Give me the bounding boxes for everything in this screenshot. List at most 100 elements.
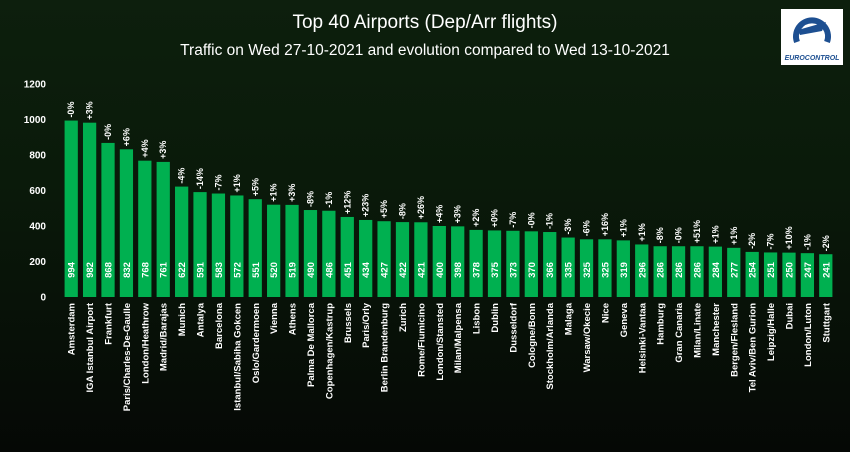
bar [782,252,796,298]
bar [377,221,391,297]
bar-change-label: +10% [784,226,794,249]
x-category-label: London/Heathrow [140,302,151,383]
bar-change-label: +12% [342,191,352,214]
bar [303,210,318,297]
y-axis: 0 200 400 600 800 1000 1200 [24,80,47,304]
x-category-label: Gran Canaria [674,302,685,362]
bar [211,193,226,297]
bar-value-label: 247 [803,262,814,278]
x-category-label: Hamburg [656,303,667,345]
bar [487,230,502,297]
bar-change-label: -1% [545,213,555,229]
bar-value-label: 994 [67,261,78,278]
bar-change-label: -2% [821,235,831,251]
bar-value-label: 286 [656,262,667,278]
bar-value-label: 366 [545,262,556,278]
bar [469,229,483,297]
x-category-label: Stockholm/Arlanda [545,302,556,389]
x-category-label: Munich [177,303,188,336]
bar [359,219,373,297]
bar-value-label: 241 [821,261,832,278]
bar-change-label: -3% [563,219,573,235]
bar-value-label: 370 [527,262,538,278]
bar-value-label: 520 [269,262,280,278]
bar-change-label: -1% [802,234,812,250]
bar-change-label: +1% [269,183,279,201]
x-category-label: Antalya [196,302,207,337]
x-category-label: Manchester [711,303,722,356]
x-category-label: Dusseldorf [508,302,519,352]
bar [451,226,465,297]
bar-value-label: 335 [564,261,575,278]
bar-change-label: -0% [674,227,684,243]
bar-change-label: +3% [453,205,463,223]
bar-change-label: +5% [250,178,260,196]
bar-change-label: +3% [85,101,95,119]
x-category-label: Berlin Brandenburg [380,303,391,392]
x-category-label: Malaga [564,302,575,335]
bar [230,195,244,297]
bar [395,222,410,297]
bar [414,222,428,297]
bar-value-label: 400 [435,262,446,278]
bar-change-label: -0% [103,124,113,140]
x-category-label: Cologne/Bonn [527,303,538,368]
bar-value-label: 832 [122,262,133,278]
bar [671,246,686,297]
x-category-label: Lisbon [472,303,483,334]
bar-value-label: 451 [343,261,354,278]
x-category-label: IGA Istanbul Airport [85,302,96,392]
x-category-label: Paris/Orly [361,302,372,348]
bar-value-label: 286 [674,262,685,278]
bar-value-label: 378 [472,262,483,278]
bar-change-label: -2% [747,233,757,249]
bar-value-label: 583 [214,262,225,278]
bar [248,199,262,297]
bar-value-label: 591 [196,261,207,278]
bar-change-label: +1% [710,225,720,243]
bar-change-label: +1% [618,219,628,237]
change-labels: -0% +3% -0% +6% +4% +3% -4% -14% -7% +1% +5% +1% +3%… [66,101,831,251]
bar-change-label: -1% [324,192,334,208]
bar-value-label: 490 [306,262,317,278]
chart-title: Top 40 Airports (Dep/Arr flights) [292,12,557,33]
x-category-label: Milan/Malpensa [453,302,464,373]
y-tick-label: 200 [29,257,46,268]
bar [156,161,170,297]
bar-value-label: 296 [637,262,648,278]
y-tick-label: 800 [29,151,46,162]
x-category-label: Vienna [269,302,280,334]
bar-change-label: -14% [195,168,205,189]
bar [138,160,152,297]
x-category-label: Istanbul/Sabiha Gokcen [232,303,243,411]
bar-change-label: +2% [471,209,481,227]
bar [635,244,649,297]
bar-change-label: +1% [232,174,242,192]
bar [708,246,722,297]
bar [175,186,189,297]
bar [432,226,446,297]
bar-value-label: 251 [766,261,777,278]
bar [598,239,612,297]
x-category-label: Helsinki-Vantaa [637,302,648,373]
bar-change-label: +51% [692,220,702,243]
bar [543,232,557,297]
eurocontrol-logo-icon [793,17,831,44]
bar-change-label: -6% [582,220,592,236]
x-category-label: Amsterdam [67,303,78,355]
bar-value-label: 768 [140,262,151,278]
bar [819,254,833,297]
logo-text: EUROCONTROL [785,55,840,62]
bar-change-label: -8% [305,191,315,207]
bar-value-label: 519 [288,262,299,278]
bar-change-label: +16% [600,213,610,236]
bar [524,231,538,297]
bar [101,142,115,297]
x-category-label: Leipzig/Halle [766,303,777,361]
bar-value-label: 427 [380,262,391,278]
x-category-label: London/Luton [803,303,814,367]
bar [119,149,134,297]
bar [653,246,667,297]
bar-value-label: 422 [398,262,409,278]
bar [267,204,281,297]
